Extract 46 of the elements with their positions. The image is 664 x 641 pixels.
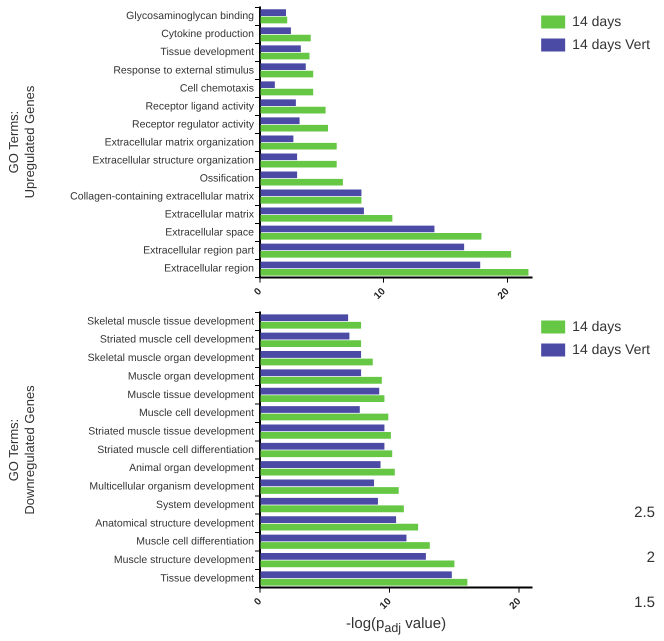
y-tick-label: Receptor regulator activity <box>132 118 255 130</box>
y-tick-label: Tissue development <box>160 572 254 584</box>
text: 1.5 <box>634 594 655 612</box>
y-tick-label: Multicellular organism development <box>89 480 254 493</box>
y-tick-label: Muscle cell differentiation <box>136 536 254 548</box>
legend-label: 14 days <box>572 318 622 334</box>
x-tick-label: 0 <box>252 286 264 298</box>
y-tick-label: Receptor ligand activity <box>145 100 255 112</box>
x-axis-title: -log(p$_{adj}$ value) <box>345 615 448 635</box>
y-tick-label: Animal organ development <box>129 462 254 474</box>
x-tick-label: 20 <box>508 596 524 612</box>
y-tick-label: Anatomical structure development <box>95 517 254 530</box>
x-tick-label: 10 <box>372 286 388 302</box>
y-tick-label: Muscle structure development <box>114 554 254 566</box>
legend-label: 14 days <box>572 12 622 29</box>
y-tick-label: Skeletal muscle organ development <box>88 352 254 364</box>
y-tick-label: Glycosaminoglycan binding <box>126 10 254 22</box>
legend-label: 14 days Vert <box>572 340 650 357</box>
y-tick-label: Extracellular region <box>164 262 254 275</box>
y-tick-label: Striated muscle cell development <box>100 334 254 346</box>
y-tick-label: System development <box>156 498 254 511</box>
y-tick-label: Response to external stimulus <box>113 64 254 76</box>
text: 2 <box>646 549 655 566</box>
y-tick-label: Muscle cell development <box>139 407 254 420</box>
y-tick-label: Ossification <box>200 172 254 184</box>
y-tick-label: Striated muscle cell differentiation <box>97 444 254 456</box>
y-tick-label: Collagen-containing extracellular matrix <box>70 190 255 202</box>
y-tick-label: Extracellular structure organization <box>92 154 254 166</box>
y-tick-label: Extracellular space <box>165 226 254 238</box>
legend-label: 14 days Vert <box>572 36 650 52</box>
y-tick-label: Extracellular matrix organization <box>104 136 254 148</box>
text: 2.5 <box>634 504 655 522</box>
y-tick-label: Cytokine production <box>161 28 254 40</box>
y-tick-label: Muscle tissue development <box>127 388 254 401</box>
y-tick-label: Extracellular matrix <box>164 208 255 220</box>
y-axis-title: GO Terms: Downregulated Genes <box>6 385 38 515</box>
y-tick-label: Muscle organ development <box>128 370 254 382</box>
y-tick-label: Skeletal muscle tissue development <box>87 315 254 328</box>
y-axis-title: GO Terms: Upregulated Genes <box>6 86 38 199</box>
y-tick-label: Cell chemotaxis <box>180 82 254 94</box>
y-tick-label: Striated muscle tissue development <box>88 426 254 438</box>
x-tick-label: 10 <box>378 596 394 612</box>
y-tick-label: Extracellular region part <box>143 244 254 257</box>
x-tick-label: 0 <box>252 596 264 608</box>
x-tick-label: 20 <box>496 286 512 302</box>
y-tick-label: Tissue development <box>160 46 254 58</box>
